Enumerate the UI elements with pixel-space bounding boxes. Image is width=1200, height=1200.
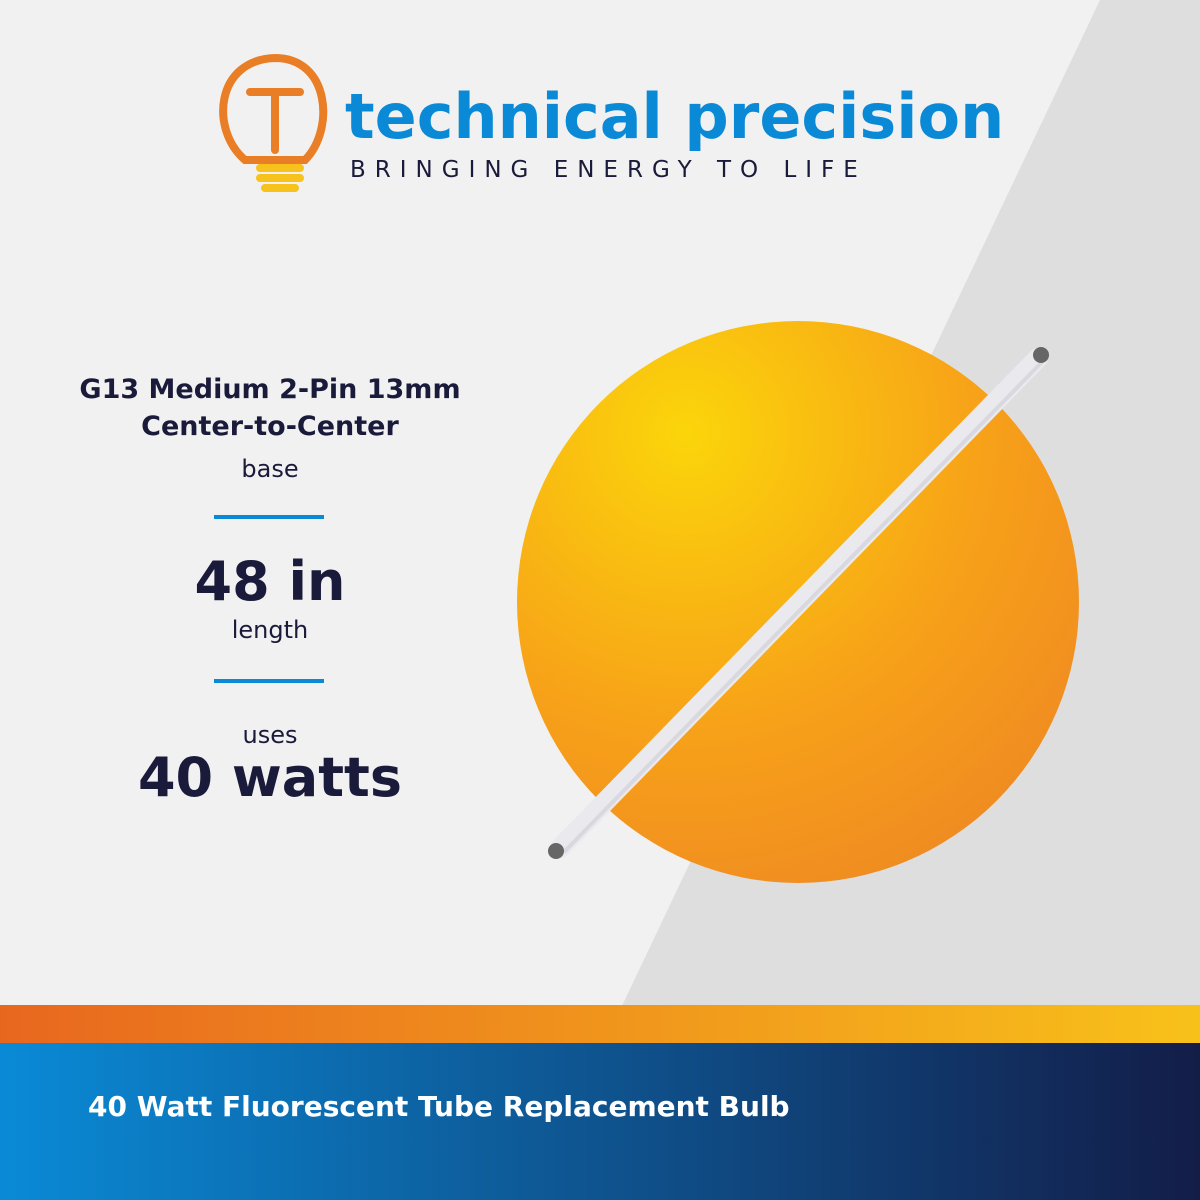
base-title: Center-to-Center xyxy=(141,411,399,442)
base-caption: base xyxy=(241,455,299,483)
tagline: BRINGING ENERGY TO LIFE xyxy=(350,157,867,183)
length-caption: length xyxy=(231,616,309,644)
footer-text: 40 Watt Fluorescent Tube Replacement Bul… xyxy=(88,1090,790,1123)
length-value: 48 in xyxy=(194,550,346,613)
power-caption: uses xyxy=(242,721,298,749)
power-value: 40 watts xyxy=(137,746,403,809)
base-title: G13 Medium 2-Pin 13mm xyxy=(79,374,461,405)
brand: technical precision xyxy=(345,80,1005,153)
